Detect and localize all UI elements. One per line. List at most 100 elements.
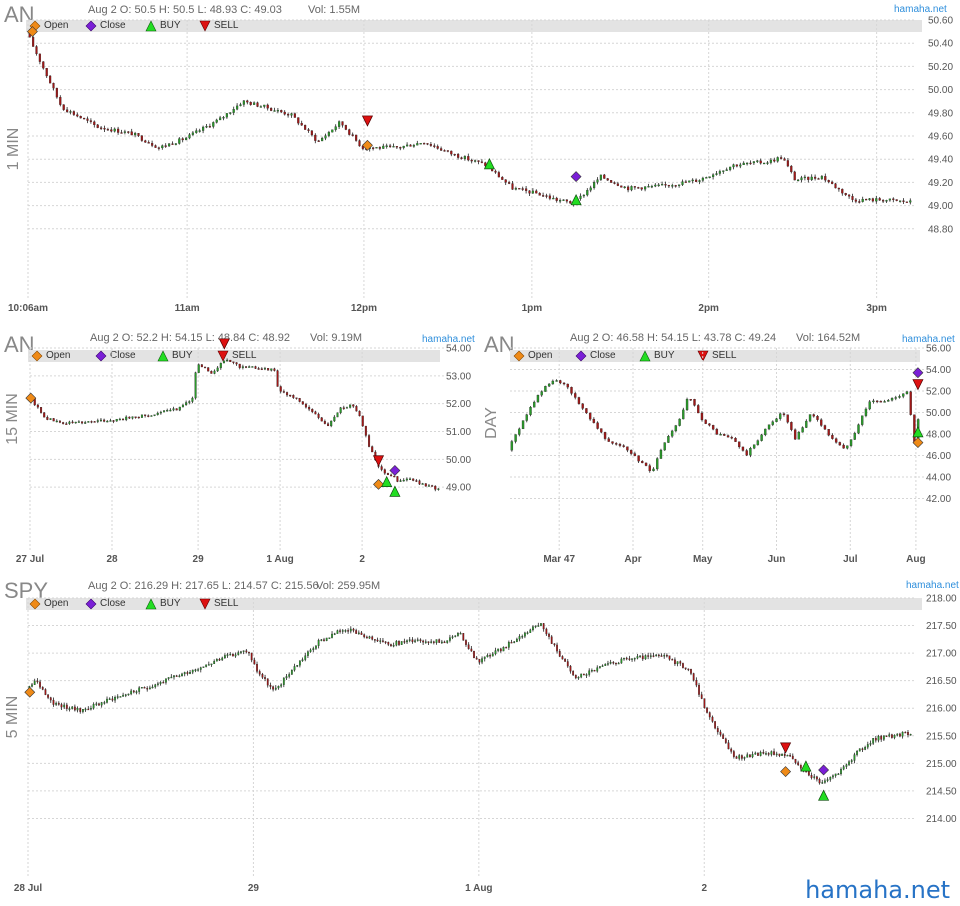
candle-down [250, 652, 253, 661]
candle-down [171, 143, 174, 145]
candle-down [878, 198, 881, 201]
candle-down [566, 383, 569, 388]
buy-marker [912, 426, 924, 438]
y-tick-label: 216.50 [926, 676, 957, 687]
candle-up [215, 659, 218, 662]
candle-down [679, 661, 682, 664]
candle-down [279, 386, 282, 392]
candle-down [128, 416, 131, 419]
candle-up [344, 630, 347, 632]
sell-marker [372, 455, 385, 467]
candle-down [695, 680, 698, 686]
candle-down [644, 462, 648, 466]
candle-down [508, 182, 511, 184]
candle-up [718, 171, 721, 174]
candle-down [548, 195, 551, 199]
candle-down [229, 359, 232, 362]
candle-down [276, 370, 279, 387]
candle-down [585, 408, 588, 414]
candle-down [904, 731, 907, 734]
candle-down [272, 686, 274, 690]
candle-up [655, 654, 658, 657]
candle-up [681, 181, 684, 185]
y-tick-label: 218.00 [926, 594, 957, 605]
candle-up [853, 754, 856, 761]
source-link[interactable]: hamaha.net [422, 334, 475, 345]
source-link[interactable]: hamaha.net [906, 580, 959, 591]
candle-up [771, 421, 774, 425]
candle-down [564, 658, 566, 662]
chart-panel-an-day: AN Aug 2 O: 46.58 H: 54.15 L: 43.78 C: 4… [480, 330, 960, 570]
candle-down [93, 421, 96, 423]
candle-up [406, 640, 408, 643]
candle-down [120, 132, 123, 134]
candle-down [793, 429, 797, 440]
candle-up [170, 676, 173, 679]
candle-down [371, 446, 374, 453]
candle-down [871, 198, 874, 202]
candle-down [175, 675, 178, 677]
candle-down [735, 164, 738, 167]
candle-down [789, 754, 792, 757]
candle-down [412, 478, 415, 481]
candle-down [422, 640, 425, 643]
candle-down [320, 417, 323, 422]
candle-up [138, 687, 141, 692]
source-link[interactable]: hamaha.net [894, 4, 947, 15]
sell-triangle-icon [199, 598, 211, 610]
candle-up [486, 655, 489, 658]
candle-up [392, 645, 395, 647]
candle-up [596, 667, 599, 672]
candle-down [443, 641, 446, 644]
candle-up [532, 626, 534, 631]
candle-down [308, 407, 311, 410]
candle-down [58, 420, 61, 423]
candle-down [730, 437, 733, 439]
candle-up [226, 359, 229, 362]
candle-up [623, 186, 626, 189]
candle-up [537, 625, 540, 627]
candle-up [140, 414, 143, 418]
candle-up [829, 776, 832, 780]
candle-up [375, 147, 378, 149]
candle-down [415, 480, 418, 482]
sell-marker [780, 742, 792, 754]
x-tick-label: 1 Aug [465, 883, 492, 894]
x-tick-label: 1pm [522, 303, 543, 314]
legend-close-label: Close [590, 350, 616, 361]
site-watermark: hamaha.net [805, 876, 950, 904]
candle-up [685, 399, 689, 411]
legend-open-label: Open [528, 350, 553, 361]
candle-up [857, 424, 860, 434]
candle-down [606, 178, 609, 181]
candle-up [719, 434, 722, 436]
candle-down [684, 181, 687, 183]
candle-up [328, 637, 331, 639]
candle-up [77, 421, 80, 423]
candle-up [872, 400, 875, 403]
candle-down [57, 702, 60, 705]
candle-down [254, 366, 257, 369]
candle-up [134, 133, 137, 136]
candle-up [524, 632, 526, 637]
x-tick-label: Aug [906, 554, 925, 565]
candle-up [122, 694, 124, 697]
close-diamond-icon [85, 20, 97, 32]
candle-down [280, 110, 283, 113]
candle-up [116, 696, 119, 698]
source-link[interactable]: hamaha.net [902, 334, 955, 345]
candle-up [491, 653, 494, 657]
candle-up [368, 636, 371, 639]
candle-up [76, 708, 79, 711]
candle-up [224, 655, 226, 659]
legend-close-label: Close [110, 350, 136, 361]
candle-up [213, 661, 216, 665]
candle-up [222, 360, 225, 364]
candle-up [848, 761, 850, 765]
candle-down [553, 643, 556, 646]
candle-down [518, 188, 521, 190]
candle-down [786, 414, 789, 423]
candle-down [32, 37, 35, 47]
legend-buy-label: BUY [172, 350, 193, 361]
candle-down [467, 644, 470, 650]
